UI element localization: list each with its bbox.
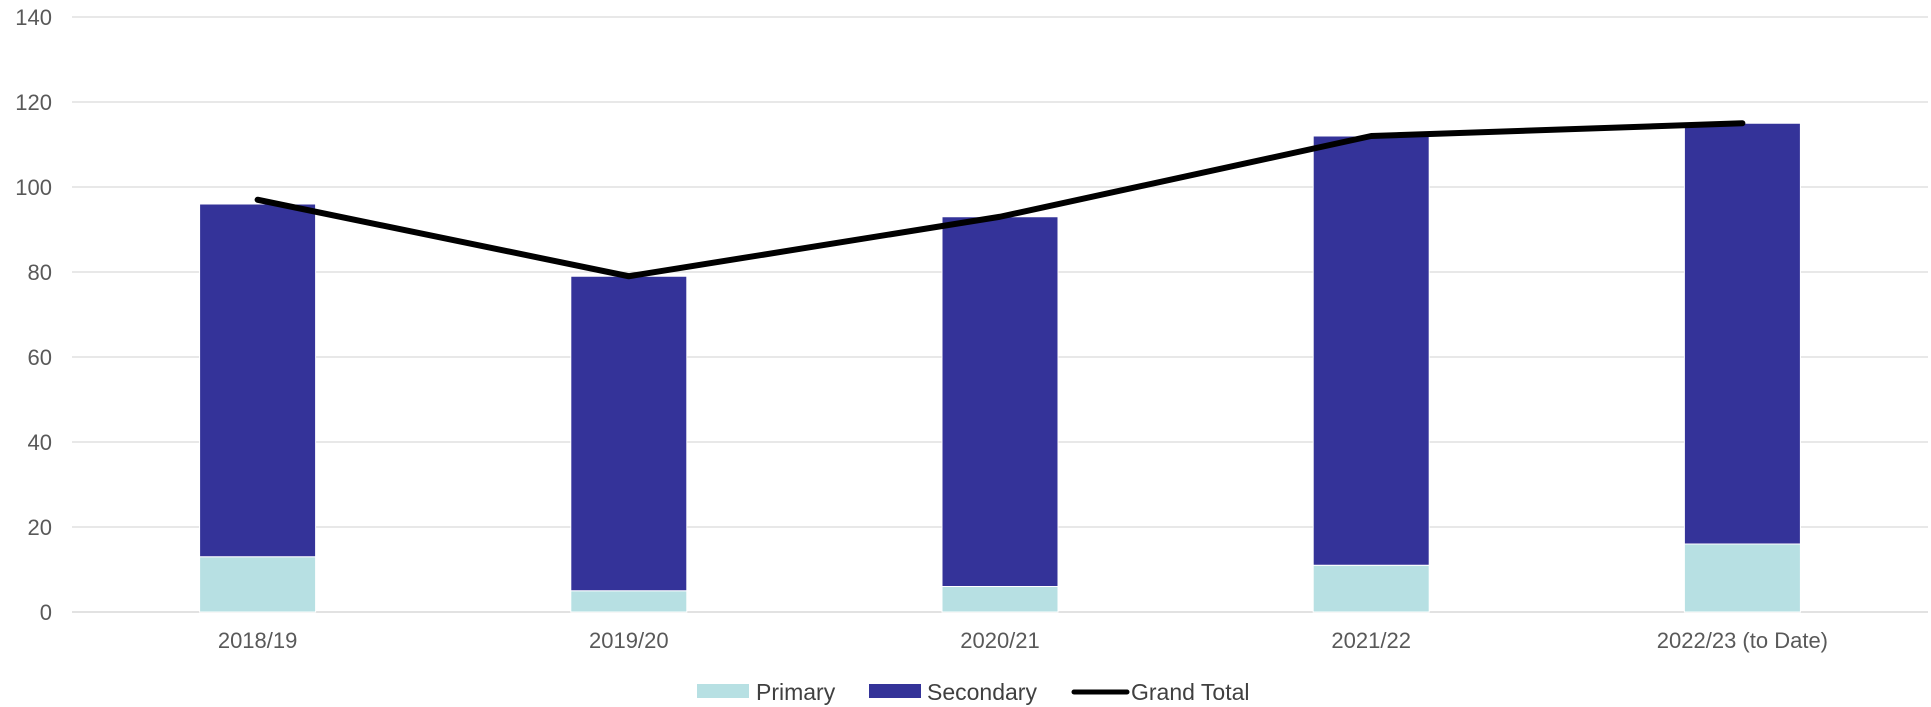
bar-secondary[interactable] (570, 275, 688, 592)
legend: Primary Secondary Grand Total (697, 679, 1249, 705)
bar-secondary[interactable] (199, 203, 317, 558)
y-tick-label: 40 (28, 430, 52, 455)
bars (199, 122, 1801, 613)
bar-primary[interactable] (941, 586, 1059, 613)
y-tick-label: 20 (28, 515, 52, 540)
legend-item-secondary[interactable]: Secondary (869, 679, 1037, 705)
x-axis-tick-labels: 2018/19 2019/20 2020/21 2021/22 2022/23 (to … (218, 628, 1828, 653)
legend-label-grand-total: Grand Total (1131, 679, 1249, 705)
y-tick-label: 120 (15, 90, 52, 115)
bar-primary[interactable] (1312, 564, 1430, 613)
legend-label-primary: Primary (756, 679, 836, 705)
x-tick-label: 2018/19 (218, 628, 298, 653)
x-tick-label: 2019/20 (589, 628, 669, 653)
bar-secondary[interactable] (1312, 135, 1430, 566)
y-tick-label: 80 (28, 260, 52, 285)
y-axis-tick-labels: 0 20 40 60 80 100 120 140 (15, 5, 52, 625)
line-grand-total[interactable] (254, 120, 1746, 280)
x-tick-label: 2021/22 (1331, 628, 1411, 653)
y-tick-label: 140 (15, 5, 52, 30)
grand-total-line-layer (254, 120, 1746, 280)
legend-item-grand-total[interactable]: Grand Total (1071, 679, 1249, 705)
y-tick-label: 100 (15, 175, 52, 200)
y-tick-label: 0 (40, 600, 52, 625)
bar-secondary[interactable] (941, 216, 1059, 587)
y-tick-label: 60 (28, 345, 52, 370)
bar-primary[interactable] (199, 556, 317, 613)
legend-item-primary[interactable]: Primary (697, 679, 836, 705)
bar-secondary[interactable] (1683, 122, 1801, 545)
legend-label-secondary: Secondary (927, 679, 1037, 705)
x-tick-label: 2020/21 (960, 628, 1040, 653)
bar-primary[interactable] (1683, 543, 1801, 613)
bar-primary[interactable] (570, 590, 688, 613)
x-tick-label: 2022/23 (to Date) (1657, 628, 1828, 653)
legend-swatch-secondary (869, 684, 921, 698)
legend-swatch-primary (697, 684, 749, 698)
